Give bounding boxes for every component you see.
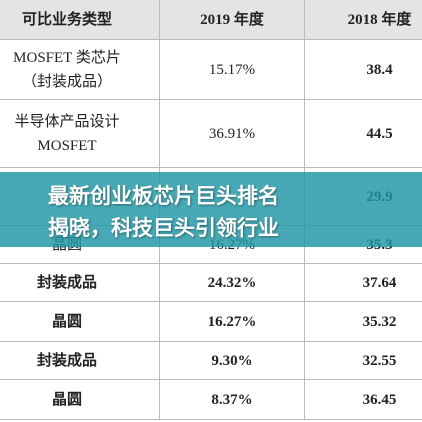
table-cell: 24.32% — [160, 264, 305, 302]
cell-text: 晶圆 — [51, 391, 82, 408]
table-cell: 35.32 — [305, 302, 422, 342]
table-cell: 晶圆 — [0, 380, 160, 420]
cell-text: （封装成品） — [21, 73, 112, 90]
table-cell: 9.30% — [160, 342, 305, 380]
table-cell: 36.45 — [305, 380, 422, 420]
header-cell: 可比业务类型 — [0, 0, 160, 40]
cell-text: 37.64 — [362, 274, 397, 291]
cell-text: 15.17% — [208, 61, 256, 78]
cell-text: 36.45 — [362, 391, 397, 408]
table-cell: 半导体产品设计 MOSFET — [0, 100, 160, 168]
cell-text: 2019 年度 — [200, 11, 264, 28]
cell-text: 36.91% — [208, 125, 256, 142]
cell-text: MOSFET 类芯片 — [13, 49, 121, 66]
cell-text: 8.37% — [211, 391, 253, 408]
cell-text: 2018 年度 — [347, 11, 412, 28]
table-cell: 16.27% — [160, 302, 305, 342]
headline-line: 揭晓，科技巨头引领行业 — [48, 216, 279, 240]
cell-text: 35.32 — [362, 313, 397, 330]
table-cell: 8.37% — [160, 380, 305, 420]
cell-text: 封装成品 — [36, 352, 97, 369]
cell-text: 9.30% — [211, 352, 253, 369]
table-cell: 36.91% — [160, 100, 305, 168]
cell-text: 半导体产品设计 — [14, 113, 120, 130]
cell-text: 38.4 — [366, 61, 393, 78]
table-cell: 38.4 — [305, 40, 422, 100]
cell-text: 32.55 — [362, 352, 397, 369]
table-cell: 44.5 — [305, 100, 422, 168]
table-cell: 封装成品 — [0, 264, 160, 302]
cell-text: MOSFET — [37, 137, 97, 154]
headline-banner: 最新创业板芯片巨头排名 揭晓，科技巨头引领行业 — [0, 172, 422, 247]
table-cell: MOSFET 类芯片 （封装成品） — [0, 40, 160, 100]
table-cell: 15.17% — [160, 40, 305, 100]
cell-text: 44.5 — [366, 125, 393, 142]
table-cell: 晶圆 — [0, 302, 160, 342]
cell-text: 24.32% — [207, 274, 257, 291]
header-cell: 2019 年度 — [160, 0, 305, 40]
cell-text: 16.27% — [207, 313, 257, 330]
table-cell: 32.55 — [305, 342, 422, 380]
header-cell: 2018 年度 — [305, 0, 422, 40]
table-cell: 37.64 — [305, 264, 422, 302]
cell-text: 晶圆 — [51, 313, 82, 330]
cell-text: 封装成品 — [36, 274, 97, 291]
table-cell: 封装成品 — [0, 342, 160, 380]
headline-line: 最新创业板芯片巨头排名 — [48, 184, 279, 208]
cell-text: 可比业务类型 — [21, 11, 112, 28]
